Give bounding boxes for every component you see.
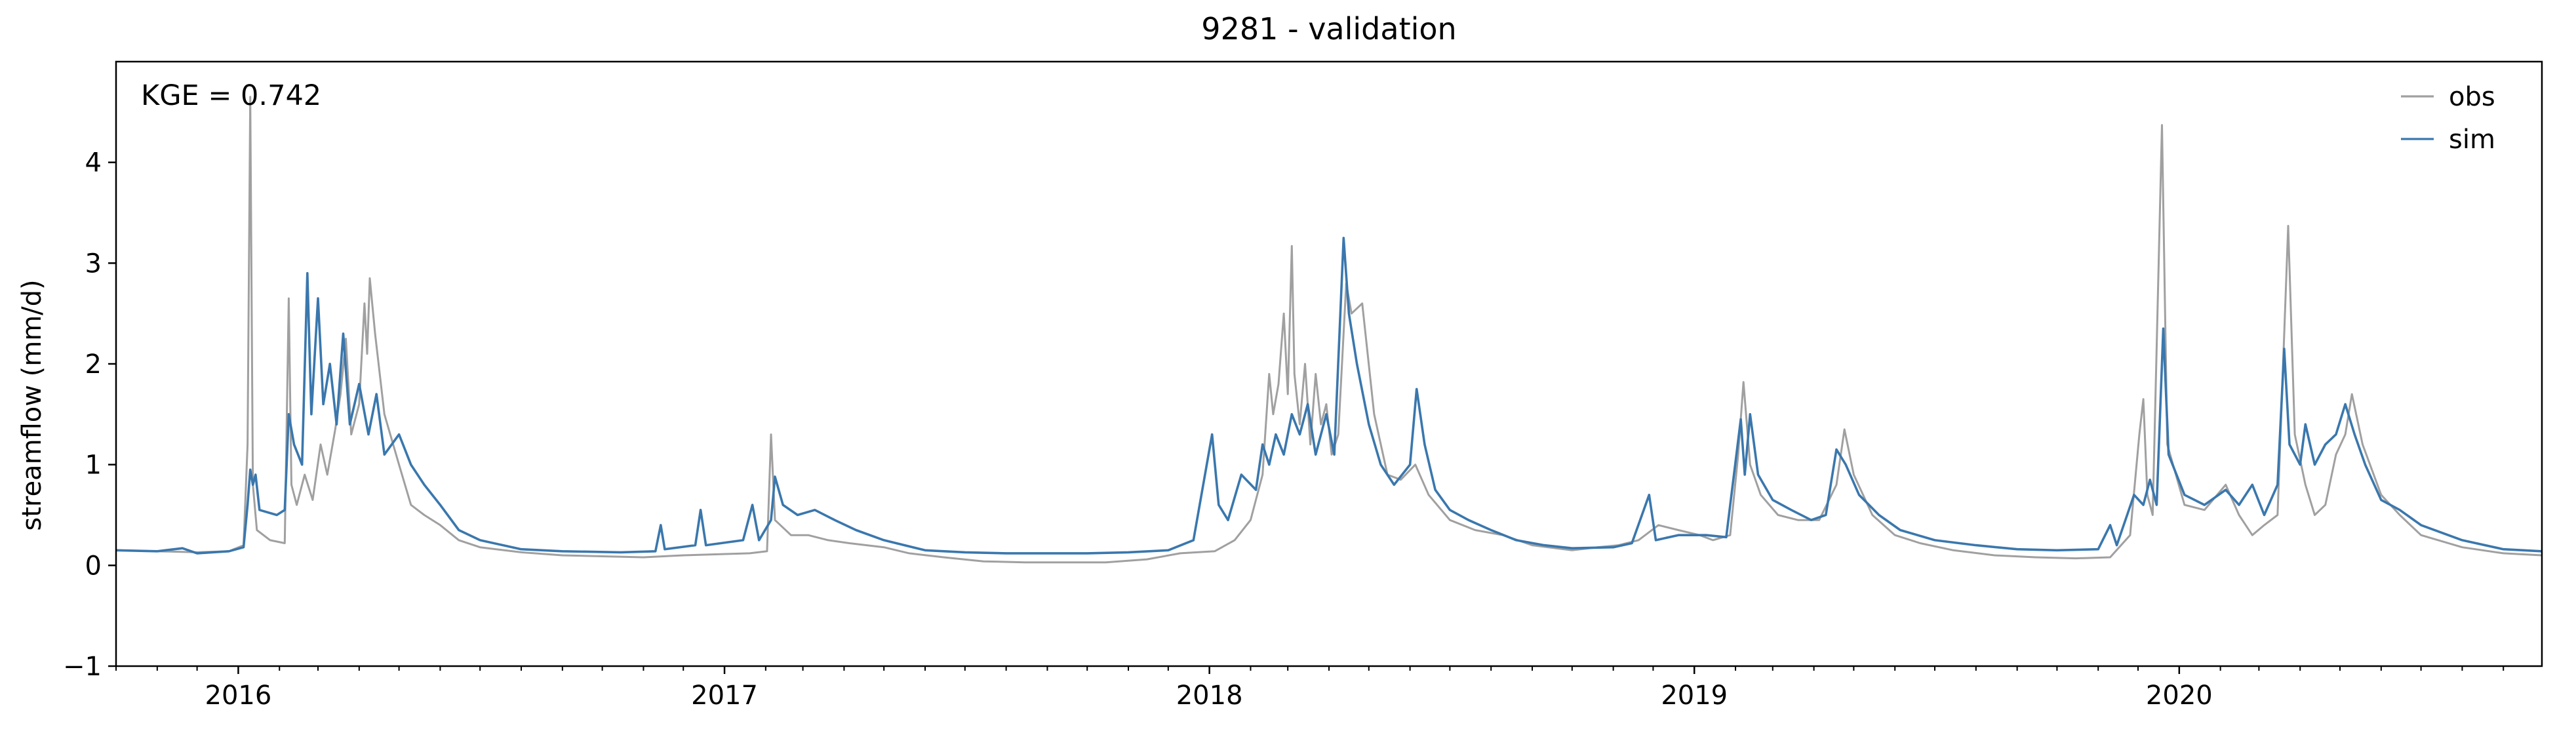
y-tick-label: 1 xyxy=(85,450,102,481)
y-tick-label: 4 xyxy=(85,148,102,178)
x-axis: 2016 2017 2018 2019 2020 xyxy=(115,666,2505,711)
kge-annotation: KGE = 0.742 xyxy=(141,79,321,112)
x-tick-label: 2020 xyxy=(2146,681,2213,711)
y-tick-label: 3 xyxy=(85,248,102,279)
y-tick-label: −1 xyxy=(63,652,102,682)
legend: obs sim xyxy=(2401,82,2495,155)
y-tick-label: 0 xyxy=(85,551,102,581)
legend-label-obs: obs xyxy=(2449,82,2495,112)
series-line-sim xyxy=(116,237,2542,555)
y-tick-label: 2 xyxy=(85,349,102,380)
chart-title: 9281 - validation xyxy=(1201,11,1456,47)
y-axis: −1 0 1 2 3 4 xyxy=(63,148,116,682)
x-tick-label: 2016 xyxy=(205,681,272,711)
x-tick-label: 2019 xyxy=(1661,681,1728,711)
x-tick-label: 2018 xyxy=(1176,681,1243,711)
x-tick-label: 2017 xyxy=(691,681,758,711)
y-axis-label: streamflow (mm/d) xyxy=(17,279,47,530)
series-layer xyxy=(116,96,2542,564)
legend-label-sim: sim xyxy=(2449,125,2495,155)
series-line-obs xyxy=(116,96,2542,564)
